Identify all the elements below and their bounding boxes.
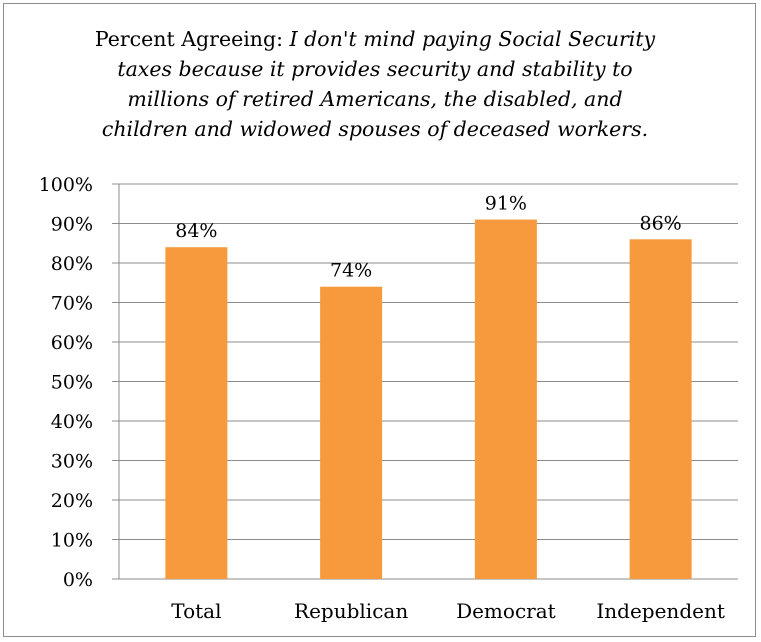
y-tick-label: 40% — [51, 411, 93, 433]
y-tick-label: 10% — [51, 530, 93, 552]
data-label: 84% — [175, 220, 217, 242]
y-tick-label: 70% — [51, 293, 93, 315]
bar-total — [165, 247, 228, 579]
y-tick-label: 20% — [51, 490, 93, 512]
x-category-label: Republican — [294, 599, 408, 623]
chart-title-prefix: Percent Agreeing: — [94, 27, 284, 51]
chart-title: Percent Agreeing: I don't mind paying So… — [60, 24, 690, 144]
bar-democrat — [474, 219, 537, 580]
data-label: 86% — [640, 212, 682, 234]
chart-title-line-2: taxes because it provides security and s… — [117, 57, 633, 81]
y-tick-label: 80% — [51, 253, 93, 275]
y-tick-label: 0% — [63, 569, 93, 591]
y-tick-label: 100% — [39, 174, 93, 196]
chart-title-line-4: children and widowed spouses of deceased… — [101, 117, 649, 141]
data-label: 74% — [330, 260, 372, 282]
y-tick-label: 30% — [51, 451, 93, 473]
data-label: 91% — [485, 193, 527, 215]
y-tick-label: 50% — [51, 372, 93, 394]
y-tick-label: 60% — [51, 332, 93, 354]
x-category-label: Independent — [596, 599, 725, 623]
chart-title-line-3: millions of retired Americans, the disab… — [127, 87, 623, 111]
chart-title-line-1: I don't mind paying Social Security — [289, 27, 656, 51]
bar-independent — [629, 239, 692, 580]
y-tick-label: 90% — [51, 214, 93, 236]
bar-republican — [320, 286, 383, 579]
x-category-label: Total — [171, 599, 221, 623]
x-category-label: Democrat — [456, 599, 556, 623]
